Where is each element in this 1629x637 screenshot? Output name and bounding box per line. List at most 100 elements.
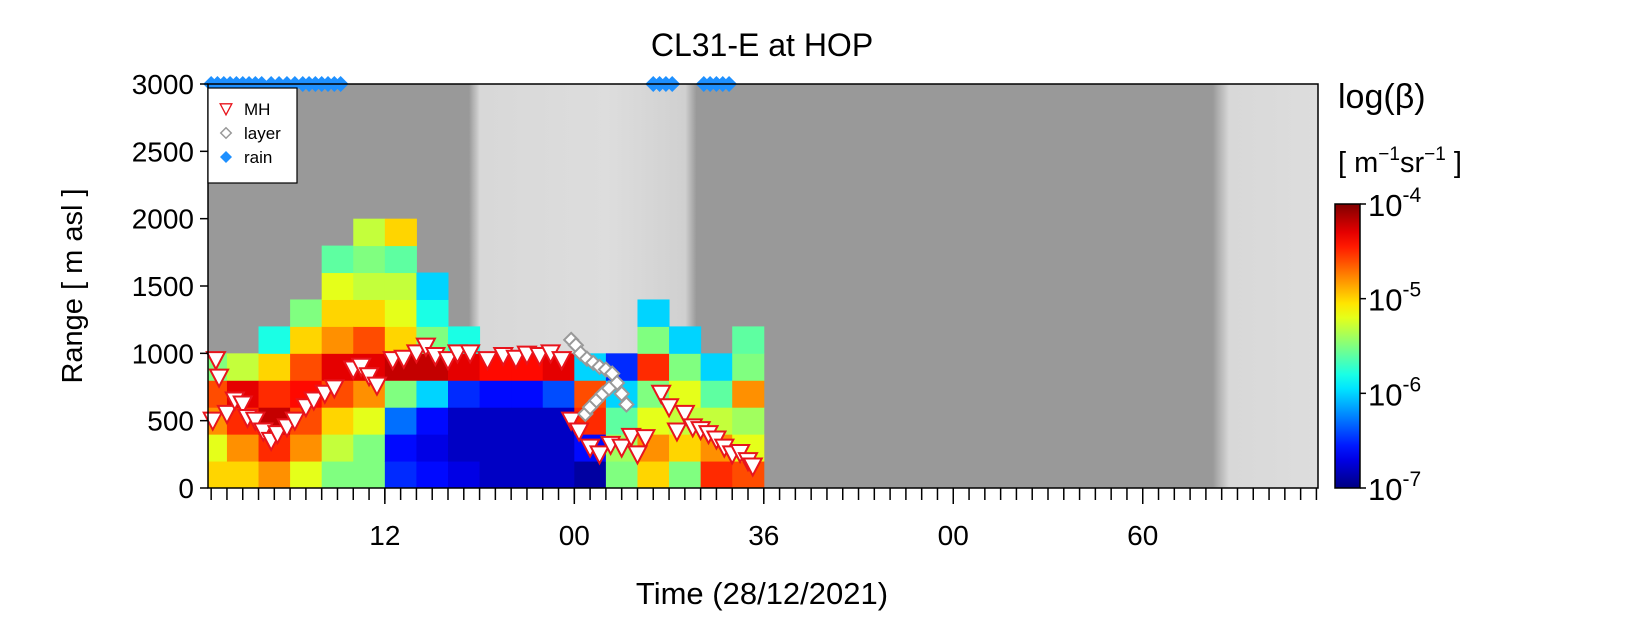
backscatter-cell — [321, 326, 354, 354]
unit-part: ] — [1446, 147, 1462, 179]
backscatter-cell — [321, 299, 354, 327]
backscatter-cell — [321, 245, 354, 274]
backscatter-cell — [479, 407, 512, 435]
backscatter-cell — [448, 461, 481, 488]
backscatter-cell — [353, 326, 386, 354]
backscatter-cell — [353, 299, 386, 327]
marker-layer — [600, 379, 618, 397]
backscatter-cell — [353, 407, 386, 435]
marker-mh — [208, 368, 230, 389]
backscatter-cell — [290, 353, 323, 381]
backscatter-cell — [384, 407, 417, 435]
marker-mh — [366, 376, 388, 397]
colorbar-tick-label: 10-4 — [1368, 184, 1421, 223]
marker-mh — [551, 351, 573, 372]
backscatter-cell — [208, 434, 228, 462]
backscatter-cell — [321, 434, 354, 462]
colorbar — [1334, 203, 1361, 489]
marker-mh — [284, 411, 306, 432]
backscatter-cell — [384, 299, 417, 327]
colorbar-tick-exponent: -7 — [1402, 468, 1421, 491]
backscatter-cell — [416, 380, 449, 408]
marker-mh — [405, 344, 428, 365]
backscatter-cell — [290, 461, 323, 488]
marker-mh — [650, 384, 672, 405]
backscatter-cell — [637, 326, 670, 354]
marker-mh — [303, 391, 325, 412]
colorbar-tick-label: 10-7 — [1368, 468, 1421, 507]
backscatter-cell — [448, 380, 481, 408]
colorbar-title: log(β) — [1338, 78, 1426, 116]
backscatter-cell — [208, 461, 228, 488]
marker-mh — [626, 445, 649, 466]
marker-mh — [323, 379, 345, 400]
backscatter-cell — [732, 353, 765, 381]
y-tick-label: 2500 — [132, 136, 194, 167]
backscatter-cell — [479, 461, 512, 488]
colorbar-tick-base: 10 — [1368, 188, 1402, 223]
y-tick-label: 500 — [147, 406, 194, 437]
backscatter-cell — [353, 245, 386, 274]
x-tick-label: 12 — [369, 520, 400, 551]
backscatter-cell — [321, 272, 354, 300]
backscatter-cell — [700, 461, 733, 488]
backscatter-cell — [448, 434, 481, 462]
colorbar-tick-exponent: -4 — [1402, 184, 1421, 207]
colorbar-tick-base: 10 — [1368, 377, 1402, 412]
legend-label: rain — [244, 148, 272, 167]
backscatter-cell — [605, 461, 638, 488]
backscatter-cell — [700, 380, 733, 408]
unit-part: −1 — [1424, 144, 1446, 165]
y-tick-label: 1500 — [132, 271, 194, 302]
backscatter-cell — [290, 299, 323, 327]
y-tick-label: 0 — [178, 473, 194, 504]
backscatter-cell — [574, 461, 607, 488]
backscatter-cell — [732, 407, 765, 435]
backscatter-cell — [669, 353, 702, 381]
backscatter-cell — [542, 461, 575, 488]
backscatter-cell — [416, 299, 449, 327]
marker-layer — [608, 374, 626, 392]
backscatter-cell — [511, 407, 544, 435]
x-tick-label: 00 — [559, 520, 590, 551]
marker-mh — [634, 429, 657, 450]
backscatter-cell — [258, 326, 291, 354]
x-tick-label: 00 — [938, 520, 969, 551]
x-axis-label: Time (28/12/2021) — [636, 576, 888, 611]
marker-mh — [588, 445, 611, 466]
x-tick-label: 36 — [748, 520, 779, 551]
chart-title: CL31-E at HOP — [651, 27, 873, 63]
marker-mh — [505, 349, 527, 370]
backscatter-cell — [258, 353, 291, 381]
backscatter-cell — [384, 218, 417, 247]
backscatter-cell — [321, 407, 354, 435]
backscatter-cell — [448, 407, 481, 435]
y-tick-label: 2000 — [132, 204, 194, 235]
marker-layer — [618, 396, 635, 413]
backscatter-cell — [208, 380, 228, 408]
colorbar-tick-exponent: -5 — [1402, 279, 1421, 302]
colorbar-tick-base: 10 — [1368, 283, 1402, 318]
backscatter-cell — [511, 380, 544, 408]
backscatter-field — [208, 218, 765, 488]
backscatter-cell — [669, 461, 702, 488]
legend-label: layer — [244, 124, 281, 143]
backscatter-cell — [384, 461, 417, 488]
backscatter-cell — [542, 380, 575, 408]
backscatter-cell — [542, 434, 575, 462]
backscatter-cell — [258, 380, 291, 408]
backscatter-cell — [321, 461, 354, 488]
backscatter-cell — [511, 434, 544, 462]
marker-mh — [568, 422, 590, 443]
colorbar-tick-label: 10-6 — [1368, 373, 1421, 412]
colorbar-tick-base: 10 — [1368, 472, 1402, 507]
marker-mh — [232, 395, 254, 416]
colorbar-tick-exponent: -6 — [1402, 373, 1421, 396]
backscatter-cell — [637, 299, 670, 327]
backscatter-cell — [384, 245, 417, 274]
marker-mh — [666, 422, 688, 443]
unit-part: [ m — [1338, 147, 1378, 179]
backscatter-cell — [290, 326, 323, 354]
legend-marker — [219, 126, 233, 140]
